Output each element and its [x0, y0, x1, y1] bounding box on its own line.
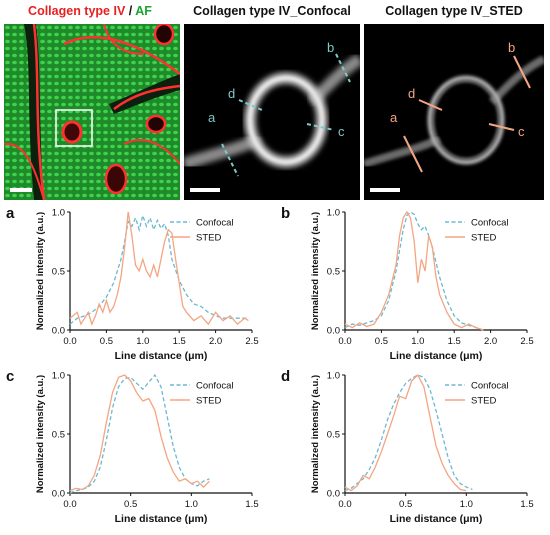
x-tick-label: 0.5	[375, 336, 388, 347]
x-tick-label: 0.5	[100, 336, 113, 347]
x-tick-label: 0.0	[338, 336, 351, 347]
confocal-label-c: c	[338, 124, 345, 139]
x-tick-label: 1.5	[448, 336, 461, 347]
legend-label-sted: STED	[196, 396, 221, 407]
profile-chart-d: d 0.0 0.5 1.0 1.5 0.0 0.5 1.0 Line distance (μm)…	[275, 367, 550, 530]
confocal-label-b: b	[327, 40, 335, 55]
scale-bar	[190, 188, 220, 192]
sted-image: a b c d	[364, 24, 544, 200]
y-tick-label: 0.0	[327, 489, 340, 500]
legend-label-confocal: Confocal	[196, 381, 234, 392]
x-tick-label: 1.0	[411, 336, 424, 347]
sted-label-c: c	[518, 124, 525, 139]
x-tick-label: 2.0	[484, 336, 497, 347]
legend-label-confocal: Confocal	[471, 381, 509, 392]
y-tick-label: 0.5	[52, 267, 65, 278]
x-tick-label: 2.5	[520, 336, 533, 347]
x-tick-label: 0.0	[63, 499, 76, 510]
y-tick-label: 0.0	[52, 489, 65, 500]
x-tick-label: 1.0	[460, 499, 473, 510]
y-axis-label: Normalized intensity (a.u.)	[310, 375, 321, 493]
y-tick-label: 1.0	[52, 208, 65, 219]
y-tick-label: 1.0	[327, 208, 340, 219]
panel-letter: c	[6, 368, 14, 385]
sted-label-b: b	[508, 40, 516, 55]
panel-letter: d	[281, 368, 290, 385]
x-tick-label: 1.5	[520, 499, 533, 510]
sted-label-a: a	[390, 110, 398, 125]
profile-chart-a: a 0.0 0.5 1.0 1.5 2.0 2.5 0.0 0.5 1.0 Line distanc…	[0, 204, 275, 367]
legend-label-sted: STED	[471, 396, 496, 407]
af-label: AF	[135, 4, 152, 18]
series-line-confocal	[344, 374, 473, 492]
series-line-confocal	[344, 211, 484, 331]
series-line-confocal	[69, 373, 210, 494]
y-tick-label: 0.0	[52, 326, 65, 337]
profile-chart-b: b 0.0 0.5 1.0 1.5 2.0 2.5 0.0 0.5 1.0 Line distanc…	[275, 204, 550, 367]
y-tick-label: 0.5	[327, 430, 340, 441]
y-tick-label: 1.0	[327, 371, 340, 382]
legend-label-sted: STED	[471, 233, 496, 244]
x-tick-label: 0.5	[124, 499, 137, 510]
sted-label-d: d	[408, 86, 416, 101]
x-tick-label: 1.0	[136, 336, 149, 347]
x-tick-label: 1.5	[173, 336, 186, 347]
y-tick-label: 0.0	[327, 326, 340, 337]
collagen-label: Collagen type IV	[28, 4, 126, 18]
scale-bar	[370, 188, 400, 192]
series-line-sted	[69, 211, 249, 326]
x-tick-label: 0.0	[338, 499, 351, 510]
y-axis-label: Normalized intensity (a.u.)	[310, 212, 321, 330]
panel-letter: a	[6, 205, 15, 222]
x-axis-label: Line distance (μm)	[390, 513, 483, 525]
series-line-confocal	[69, 213, 249, 325]
series-line-sted	[69, 374, 210, 492]
sted-image-title: Collagen type IV_STED	[385, 4, 523, 18]
x-tick-label: 1.0	[185, 499, 198, 510]
scale-bar	[10, 188, 32, 192]
legend-label-confocal: Confocal	[471, 218, 509, 229]
panel-letter: b	[281, 205, 290, 222]
merge-image	[4, 24, 180, 200]
x-tick-label: 2.5	[245, 336, 258, 347]
legend-label-confocal: Confocal	[196, 218, 234, 229]
merge-image-title: Collagen type IV / AF	[0, 0, 180, 22]
series-line-sted	[344, 373, 467, 492]
x-tick-label: 1.5	[245, 499, 258, 510]
confocal-label-a: a	[208, 110, 216, 125]
confocal-image: a b c d	[184, 24, 360, 200]
y-axis-label: Normalized intensity (a.u.)	[35, 212, 46, 330]
y-axis-label: Normalized intensity (a.u.)	[35, 375, 46, 493]
confocal-image-title: Collagen type IV_Confocal	[193, 4, 351, 18]
legend-label-sted: STED	[196, 233, 221, 244]
x-tick-label: 0.5	[399, 499, 412, 510]
profile-chart-c: c 0.0 0.5 1.0 1.5 0.0 0.5 1.0 Line distance (μm)…	[0, 367, 275, 530]
x-axis-label: Line distance (μm)	[115, 513, 208, 525]
x-tick-label: 2.0	[209, 336, 222, 347]
x-axis-label: Line distance (μm)	[115, 350, 208, 362]
series-line-sted	[344, 210, 484, 331]
x-axis-label: Line distance (μm)	[390, 350, 483, 362]
confocal-label-d: d	[228, 86, 236, 101]
y-tick-label: 0.5	[327, 267, 340, 278]
y-tick-label: 1.0	[52, 371, 65, 382]
y-tick-label: 0.5	[52, 430, 65, 441]
title-separator: /	[125, 4, 136, 18]
x-tick-label: 0.0	[63, 336, 76, 347]
